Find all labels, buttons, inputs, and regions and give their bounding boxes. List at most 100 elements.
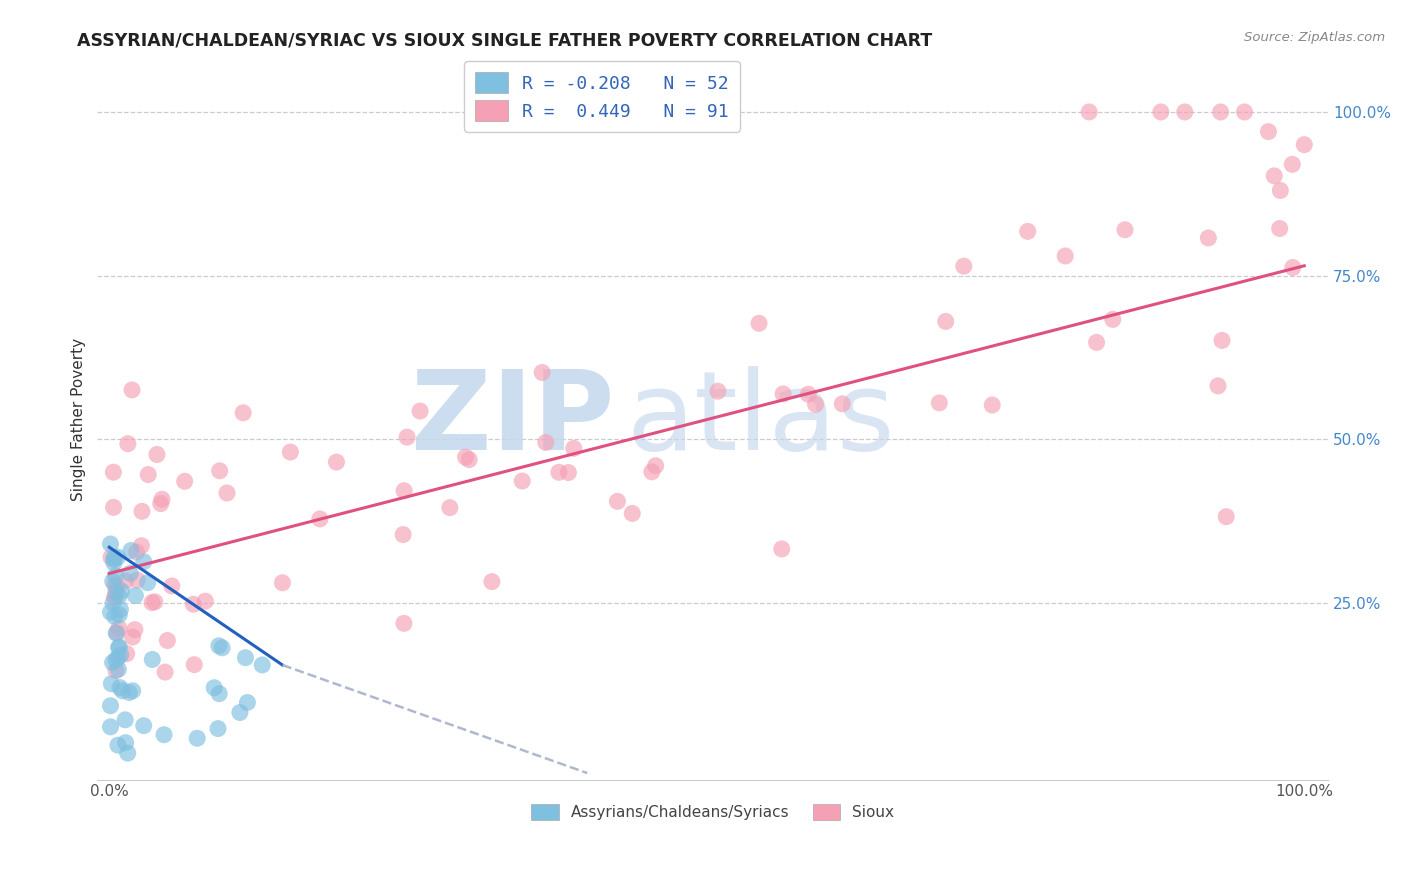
Point [173,475,195,489]
Point [481,574,503,589]
Point [641,465,664,479]
Point [211,640,233,655]
Point [531,366,554,380]
Point [208,464,231,478]
Point [707,384,730,399]
Text: ZIP: ZIP [411,366,614,473]
Point [183,597,205,611]
Point [115,647,138,661]
Point [104,664,127,678]
Point [114,713,136,727]
Legend: Assyrians/Chaldeans/Syriacs, Sioux: Assyrians/Chaldeans/Syriacs, Sioux [524,797,900,826]
Point [104,568,127,582]
Point [202,681,225,695]
Point [1211,334,1233,348]
Point [1209,105,1232,120]
Point [103,552,125,566]
Point [1114,223,1136,237]
Point [103,550,125,565]
Point [772,387,794,401]
Point [124,623,146,637]
Point [104,591,127,605]
Point [146,448,169,462]
Point [183,657,205,672]
Point [120,543,142,558]
Point [124,589,146,603]
Point [621,507,644,521]
Point [208,639,231,653]
Point [101,596,124,610]
Point [153,728,176,742]
Point [101,656,124,670]
Point [392,616,415,631]
Point [1281,157,1303,171]
Point [100,698,122,713]
Point [132,719,155,733]
Point [132,555,155,569]
Point [141,596,163,610]
Point [125,545,148,559]
Point [143,595,166,609]
Point [215,486,238,500]
Point [100,676,122,690]
Point [108,607,131,622]
Point [1268,221,1291,235]
Point [150,492,173,507]
Point [1294,137,1316,152]
Point [153,665,176,679]
Point [207,722,229,736]
Point [121,683,143,698]
Point [100,550,122,565]
Point [108,681,131,695]
Point [1101,312,1123,326]
Point [107,640,129,655]
Point [108,621,131,635]
Y-axis label: Single Father Poverty: Single Father Poverty [72,338,86,501]
Point [104,609,127,624]
Point [454,450,477,465]
Point [458,452,481,467]
Point [121,383,143,397]
Point [280,445,302,459]
Point [111,683,134,698]
Point [141,652,163,666]
Point [100,605,122,619]
Point [104,653,127,667]
Point [100,720,122,734]
Point [110,648,132,662]
Point [107,650,129,665]
Point [107,550,129,565]
Point [1270,184,1292,198]
Point [1257,125,1279,139]
Point [120,566,142,581]
Point [101,574,124,589]
Point [160,579,183,593]
Point [1054,249,1077,263]
Point [149,497,172,511]
Point [1150,105,1173,120]
Point [186,731,208,746]
Point [1281,260,1303,275]
Point [105,625,128,640]
Point [103,500,125,515]
Point [748,316,770,330]
Point [107,662,129,676]
Point [136,467,159,482]
Point [770,541,793,556]
Point [1233,105,1256,120]
Point [232,406,254,420]
Point [271,575,294,590]
Text: ASSYRIAN/CHALDEAN/SYRIAC VS SIOUX SINGLE FATHER POVERTY CORRELATION CHART: ASSYRIAN/CHALDEAN/SYRIAC VS SIOUX SINGLE… [77,31,932,49]
Point [928,396,950,410]
Text: atlas: atlas [627,366,896,473]
Point [981,398,1004,412]
Point [562,442,585,456]
Point [136,575,159,590]
Point [606,494,628,508]
Point [309,512,332,526]
Point [105,580,128,594]
Point [118,685,141,699]
Point [104,590,127,604]
Point [252,657,274,672]
Point [127,573,149,587]
